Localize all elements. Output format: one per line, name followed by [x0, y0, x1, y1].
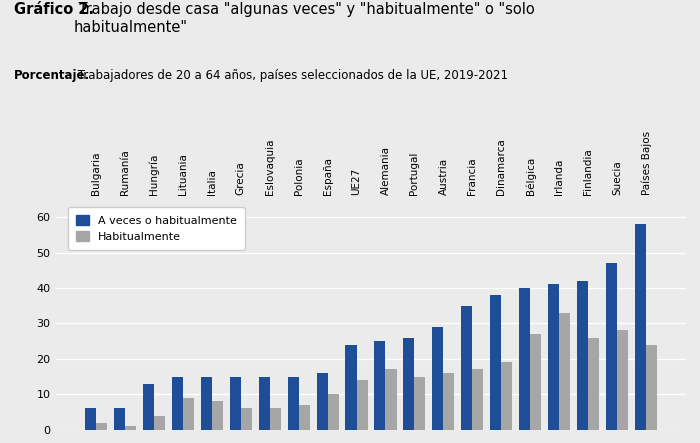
Bar	[356, 380, 368, 430]
Bar	[519, 288, 531, 430]
Bar	[153, 416, 164, 430]
Bar	[143, 384, 153, 430]
Bar	[374, 341, 386, 430]
Bar	[346, 345, 356, 430]
Text: Trabajadores de 20 a 64 años, países seleccionados de la UE, 2019-2021: Trabajadores de 20 a 64 años, países sel…	[74, 69, 508, 82]
Bar	[646, 345, 657, 430]
Bar	[548, 284, 559, 430]
Bar	[433, 327, 444, 430]
Text: Trabajo desde casa "algunas veces" y "habitualmente" o "solo
habitualmente": Trabajo desde casa "algunas veces" y "ha…	[74, 2, 534, 35]
Bar	[589, 338, 599, 430]
Bar	[201, 377, 211, 430]
Bar	[386, 369, 396, 430]
Bar	[444, 373, 454, 430]
Bar	[172, 377, 183, 430]
Bar	[288, 377, 298, 430]
Bar	[636, 224, 646, 430]
Bar	[617, 330, 629, 430]
Bar	[125, 426, 136, 430]
Bar	[96, 423, 106, 430]
Bar	[316, 373, 328, 430]
Bar	[559, 313, 570, 430]
Bar	[578, 281, 589, 430]
Bar	[270, 408, 281, 430]
Bar	[491, 295, 501, 430]
Bar	[298, 405, 309, 430]
Text: Porcentaje.: Porcentaje.	[14, 69, 90, 82]
Legend: A veces o habitualmente, Habitualmente: A veces o habitualmente, Habitualmente	[68, 207, 244, 250]
Bar	[230, 377, 241, 430]
Bar	[328, 394, 339, 430]
Bar	[473, 369, 484, 430]
Bar	[531, 334, 541, 430]
Bar	[501, 362, 512, 430]
Bar	[414, 377, 426, 430]
Bar	[258, 377, 270, 430]
Bar	[183, 398, 194, 430]
Bar	[403, 338, 414, 430]
Text: Gráfico 2.: Gráfico 2.	[14, 2, 94, 17]
Bar	[461, 306, 472, 430]
Bar	[606, 263, 617, 430]
Bar	[85, 408, 96, 430]
Bar	[241, 408, 251, 430]
Bar	[113, 408, 125, 430]
Bar	[211, 401, 223, 430]
